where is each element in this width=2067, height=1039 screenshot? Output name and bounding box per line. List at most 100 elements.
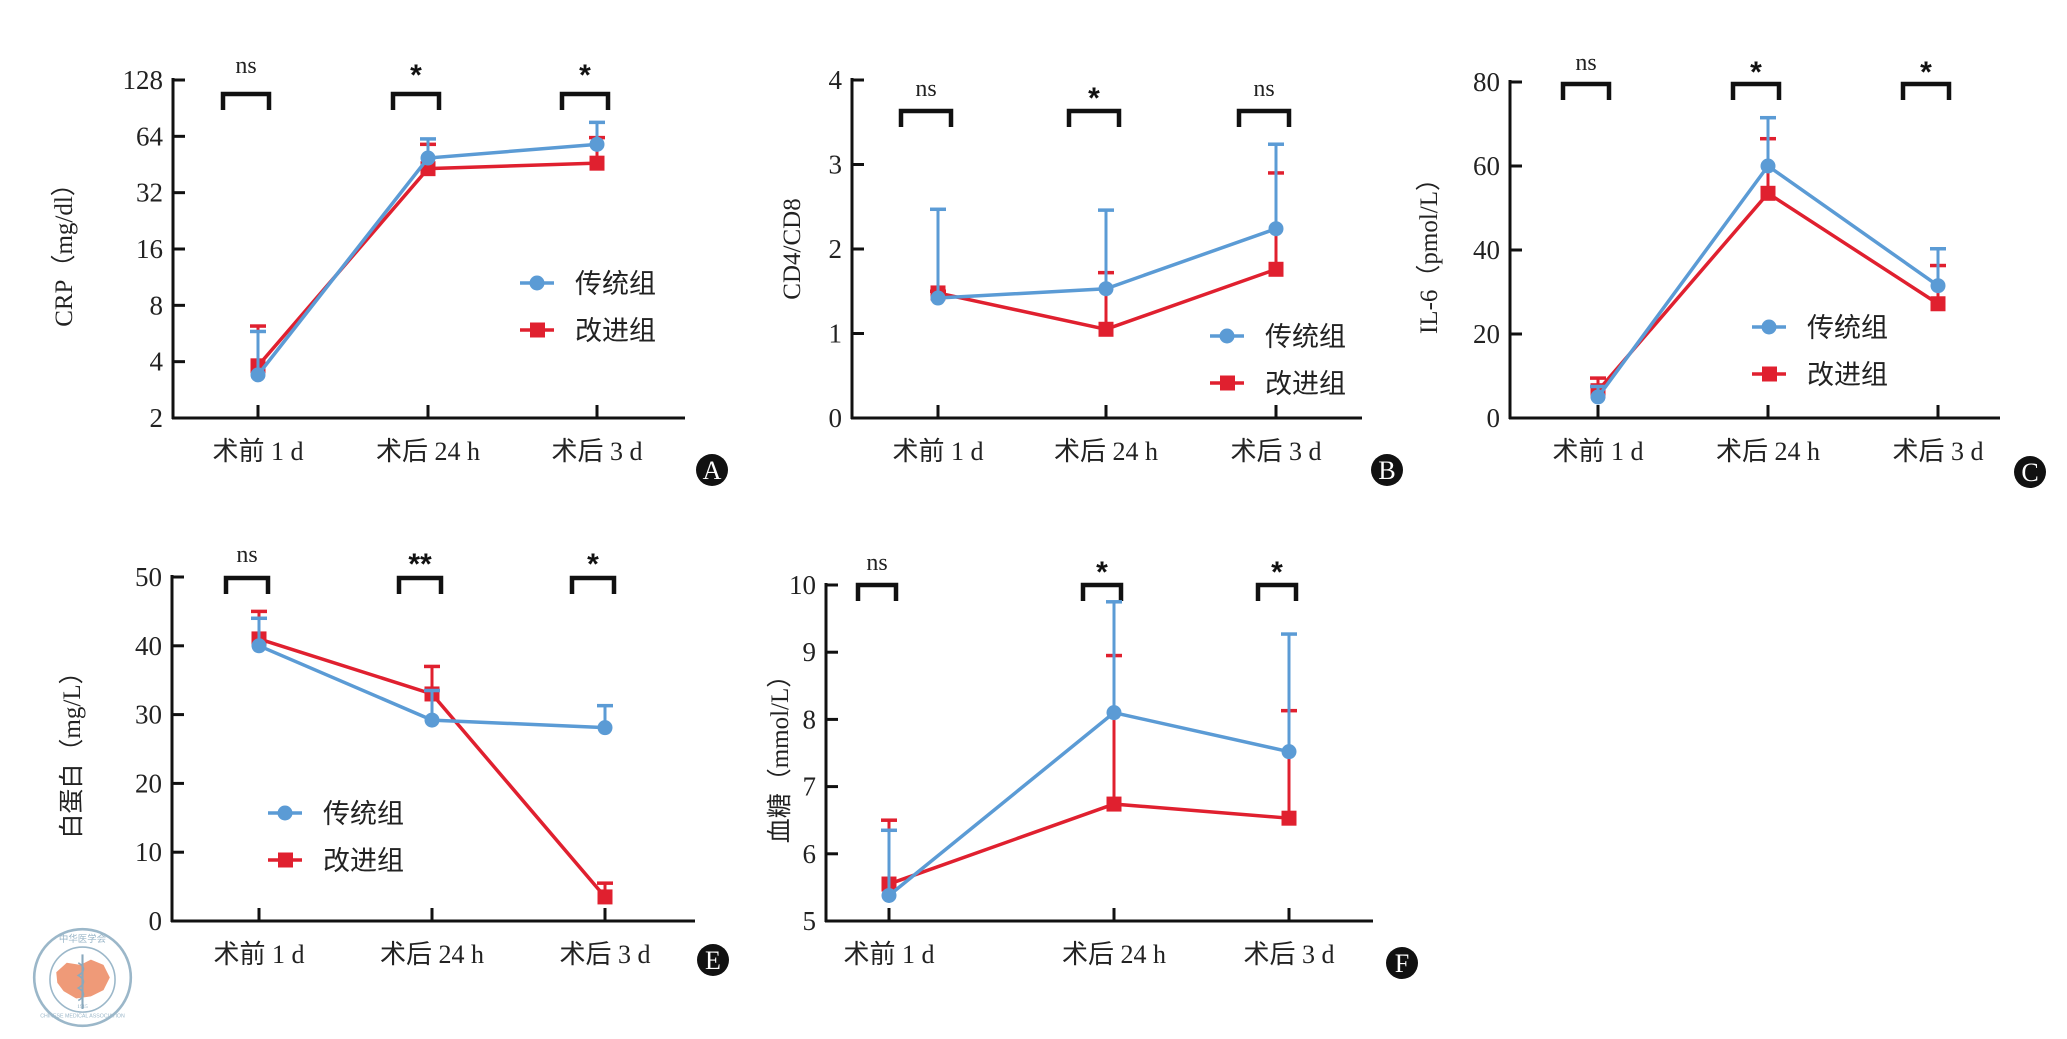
y-tick-label: 2	[150, 403, 164, 433]
y-axis-title: IL-6（pmol/L）	[1415, 166, 1443, 334]
y-tick-label: 5	[803, 906, 817, 936]
panel-e: 0 10 20 30 40 50 术前 1 d 术后 24 h 术后 3 d 白蛋白（mg/L） n…	[58, 542, 729, 976]
logo-outer-ring	[32, 927, 133, 1028]
significance-bracket	[1080, 582, 1124, 601]
y-tick-label: 80	[1473, 67, 1500, 97]
y-tick-label: 10	[135, 837, 162, 867]
panel-letter: F	[1395, 949, 1409, 978]
x-tick-label: 术后 24 h	[376, 437, 480, 466]
y-tick-label: 9	[803, 637, 817, 667]
y-tick-label: 60	[1473, 151, 1500, 181]
x-tick-label: 术后 3 d	[1230, 437, 1321, 466]
data-point	[420, 150, 436, 166]
x-tick-label: 术后 3 d	[559, 940, 650, 969]
panel-letter-badge	[1371, 454, 1403, 486]
chinese-medical-association-logo: 中华医学会 CHINESE MEDICAL ASSOCIATION 1915	[32, 927, 133, 1028]
panel-a: 2 4 8 16 32 64 128 术前 1 d 术后 24 h 术后 3 d CRP（mg/dl…	[50, 53, 728, 486]
significance-bracket	[559, 91, 611, 110]
y-tick-label: 20	[135, 768, 162, 798]
significance-bracket	[1560, 81, 1612, 100]
significance-label: ns	[235, 53, 256, 79]
series-traditional	[930, 142, 1284, 306]
y-tick-label: 0	[1487, 403, 1501, 433]
significance-bracket	[390, 91, 442, 110]
logo-top-text: 中华医学会	[59, 933, 107, 945]
y-tick-label: 10	[789, 570, 816, 600]
y-tick-label: 0	[829, 403, 843, 433]
significance-label: ns	[866, 550, 887, 576]
significance-label: ns	[1253, 76, 1274, 102]
series-line	[256, 161, 598, 367]
x-tick-label: 术前 1 d	[212, 437, 303, 466]
significance-label: ns	[236, 542, 257, 568]
data-point	[251, 638, 267, 654]
x-tick-label: 术前 1 d	[213, 940, 304, 969]
data-point	[250, 367, 266, 383]
data-point	[424, 712, 440, 728]
x-tick-label: 术后 3 d	[1892, 437, 1983, 466]
y-tick-label: 64	[136, 121, 164, 151]
series-line	[887, 710, 1290, 897]
series-improved	[881, 653, 1297, 892]
data-point	[1098, 321, 1114, 337]
legend-label-traditional: 传统组	[1807, 313, 1888, 344]
significance-bracket	[1255, 582, 1299, 601]
data-point	[1281, 810, 1297, 826]
y-tick-label: 8	[150, 290, 164, 320]
x-tick-label: 术后 24 h	[1054, 437, 1158, 466]
x-tick-label: 术前 1 d	[1552, 437, 1643, 466]
data-point	[1268, 221, 1284, 237]
significance-label: *	[1096, 556, 1108, 589]
legend-marker-improved	[1762, 366, 1777, 382]
significance-bracket	[396, 575, 444, 594]
x-tick-label: 术前 1 d	[892, 437, 983, 466]
x-tick-label: 术后 24 h	[1716, 437, 1820, 466]
significance-label: **	[408, 548, 432, 581]
y-tick-label: 0	[149, 906, 163, 936]
data-point	[1281, 744, 1297, 760]
panel-letter: C	[2021, 458, 2038, 487]
significance-bracket	[855, 582, 899, 601]
significance-bracket	[1730, 81, 1782, 100]
legend-label-improved: 改进组	[323, 846, 404, 877]
legend-marker-traditional	[529, 275, 545, 291]
x-tick-label: 术后 3 d	[551, 437, 642, 466]
y-tick-label: 4	[150, 347, 164, 377]
series-improved	[1590, 136, 1946, 399]
panel-f: 5 6 7 8 9 10 术前 1 d 术后 24 h 术后 3 d 血糖（mmol/L） ns * *…	[766, 550, 1418, 979]
legend-label-improved: 改进组	[1265, 369, 1346, 400]
significance-label: ns	[1575, 50, 1596, 76]
x-tick-label: 术后 24 h	[1062, 940, 1166, 969]
logo-inner-ring	[49, 946, 116, 1013]
y-tick-label: 4	[829, 65, 843, 95]
y-tick-label: 40	[135, 631, 162, 661]
legend-label-improved: 改进组	[1807, 360, 1888, 391]
y-tick-label: 3	[829, 150, 843, 180]
panel-letter: A	[703, 456, 722, 485]
significance-label: *	[1271, 556, 1283, 589]
y-tick-label: 16	[136, 234, 163, 264]
logo-snake-icon	[76, 962, 85, 1002]
series-improved	[251, 609, 613, 905]
y-axis-title: CRP（mg/dl）	[50, 171, 78, 327]
series-line	[888, 802, 1290, 886]
panel-letter: B	[1378, 456, 1395, 485]
significance-bracket	[220, 91, 272, 110]
data-point	[589, 136, 605, 152]
legend-marker-improved	[278, 852, 293, 868]
significance-bracket	[1900, 81, 1952, 100]
y-tick-label: 20	[1473, 319, 1500, 349]
data-point	[1098, 281, 1114, 297]
legend-label-traditional: 传统组	[1265, 322, 1346, 353]
data-point	[1760, 158, 1776, 174]
significance-label: *	[1920, 56, 1932, 89]
significance-label: ns	[915, 76, 936, 102]
legend-label-traditional: 传统组	[575, 269, 656, 300]
y-axis-title: 血糖（mmol/L）	[766, 663, 794, 844]
series-line	[256, 142, 598, 376]
y-tick-label: 50	[135, 562, 162, 592]
x-tick-label: 术后 3 d	[1243, 940, 1334, 969]
data-point	[1590, 389, 1606, 405]
